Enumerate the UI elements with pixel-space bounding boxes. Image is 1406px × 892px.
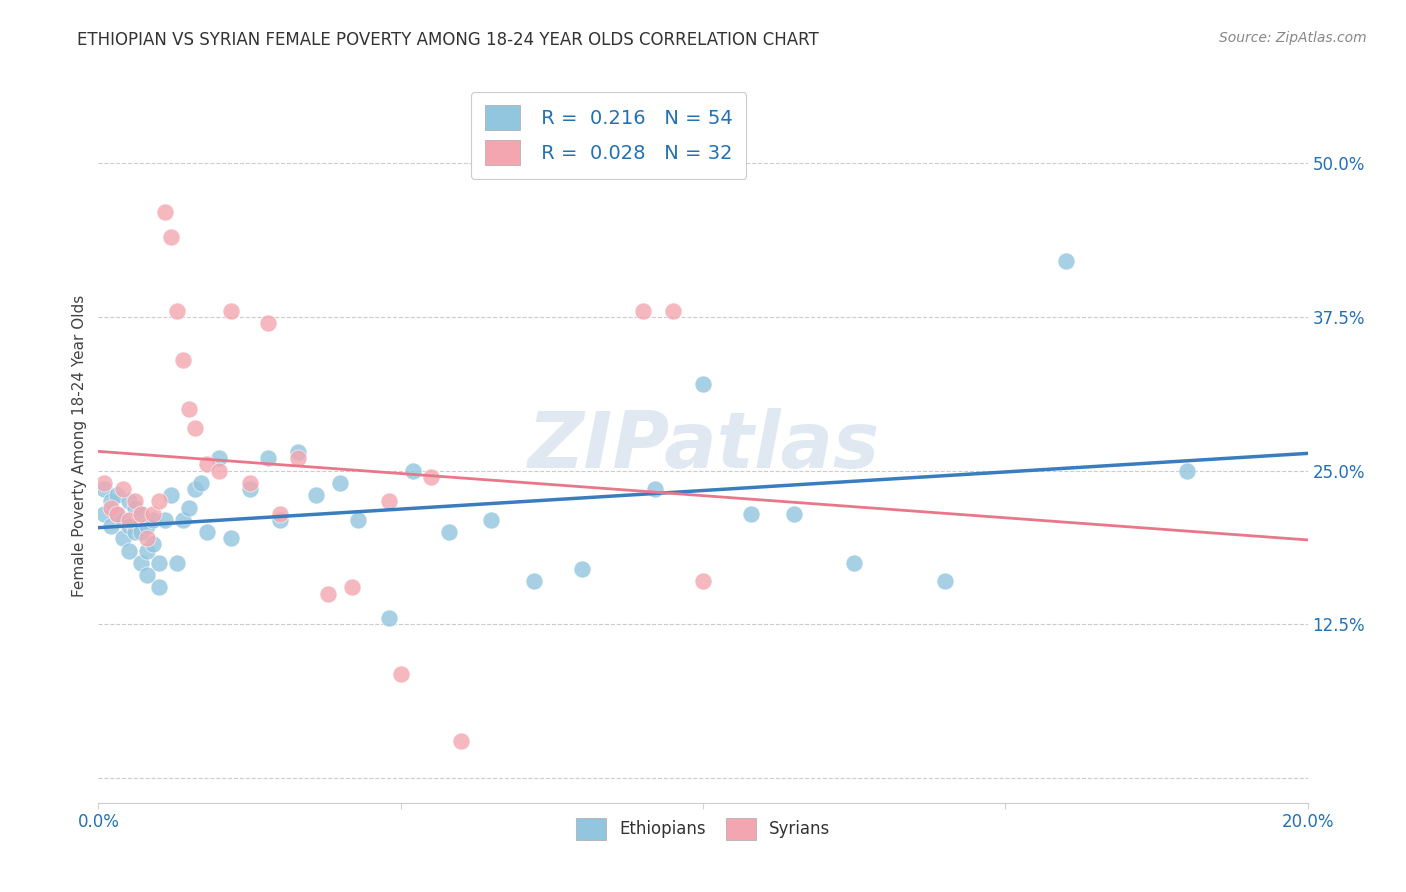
Point [221, 531, 243, 545]
Point [420, 469, 443, 483]
Point [316, 587, 339, 601]
Point [153, 513, 176, 527]
Point [124, 500, 146, 515]
Point [644, 482, 666, 496]
Point [783, 507, 806, 521]
Point [118, 513, 141, 527]
Y-axis label: Female Poverty Among 18-24 Year Olds: Female Poverty Among 18-24 Year Olds [72, 295, 87, 597]
Point [124, 525, 146, 540]
Point [166, 303, 188, 318]
Point [105, 507, 128, 521]
Point [100, 494, 122, 508]
Legend: Ethiopians, Syrians: Ethiopians, Syrians [568, 810, 838, 848]
Point [481, 513, 503, 527]
Point [153, 205, 176, 219]
Point [844, 556, 866, 570]
Point [118, 543, 141, 558]
Point [111, 513, 134, 527]
Point [287, 445, 309, 459]
Point [179, 500, 201, 515]
Point [342, 581, 364, 595]
Text: ZIPatlas: ZIPatlas [527, 408, 879, 484]
Point [256, 316, 278, 330]
Point [160, 230, 183, 244]
Point [437, 525, 460, 540]
Point [287, 451, 309, 466]
Point [129, 507, 152, 521]
Point [160, 488, 183, 502]
Point [100, 500, 122, 515]
Point [172, 352, 194, 367]
Point [450, 734, 472, 748]
Point [269, 513, 291, 527]
Point [105, 488, 128, 502]
Point [221, 303, 243, 318]
Point [124, 494, 146, 508]
Point [129, 556, 152, 570]
Point [1054, 254, 1077, 268]
Point [269, 507, 291, 521]
Point [93, 507, 115, 521]
Point [305, 488, 328, 502]
Point [377, 494, 399, 508]
Point [111, 482, 134, 496]
Point [148, 494, 170, 508]
Point [142, 513, 165, 527]
Point [934, 574, 956, 589]
Point [118, 494, 141, 508]
Point [239, 475, 262, 490]
Point [631, 303, 654, 318]
Point [1175, 464, 1198, 478]
Point [195, 525, 218, 540]
Point [190, 475, 212, 490]
Point [166, 556, 188, 570]
Point [100, 519, 122, 533]
Text: ETHIOPIAN VS SYRIAN FEMALE POVERTY AMONG 18-24 YEAR OLDS CORRELATION CHART: ETHIOPIAN VS SYRIAN FEMALE POVERTY AMONG… [77, 31, 820, 49]
Point [148, 556, 170, 570]
Point [239, 482, 262, 496]
Point [93, 482, 115, 496]
Point [93, 475, 115, 490]
Point [389, 666, 412, 681]
Point [135, 531, 157, 545]
Point [148, 581, 170, 595]
Text: Source: ZipAtlas.com: Source: ZipAtlas.com [1219, 31, 1367, 45]
Point [111, 531, 134, 545]
Point [179, 402, 201, 417]
Point [329, 475, 352, 490]
Point [142, 537, 165, 551]
Point [195, 458, 218, 472]
Point [571, 562, 593, 576]
Point [208, 464, 231, 478]
Point [692, 377, 714, 392]
Point [347, 513, 370, 527]
Point [184, 482, 207, 496]
Point [118, 519, 141, 533]
Point [142, 507, 165, 521]
Point [135, 568, 157, 582]
Point [256, 451, 278, 466]
Point [129, 507, 152, 521]
Point [377, 611, 399, 625]
Point [523, 574, 546, 589]
Point [740, 507, 762, 521]
Point [129, 525, 152, 540]
Point [184, 420, 207, 434]
Point [402, 464, 425, 478]
Point [172, 513, 194, 527]
Point [661, 303, 683, 318]
Point [135, 519, 157, 533]
Point [692, 574, 714, 589]
Point [105, 507, 128, 521]
Point [208, 451, 231, 466]
Point [135, 543, 157, 558]
